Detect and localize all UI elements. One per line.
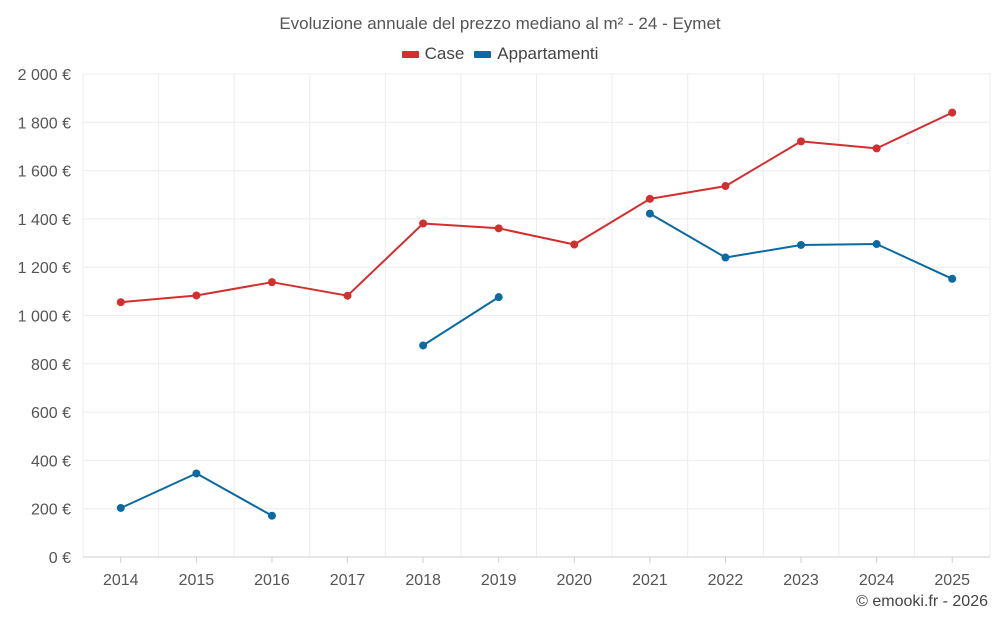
data-point-case [116,298,125,307]
x-tick-label: 2025 [934,572,970,589]
y-tick-label: 600 € [31,405,71,422]
y-tick-label: 1 600 € [18,164,71,181]
x-tick-label: 2021 [632,572,668,589]
series-line-case [120,111,953,304]
data-point-appartamenti [494,293,503,302]
y-tick-label: 400 € [31,453,71,470]
credit-text: © emooki.fr - 2026 [856,593,988,610]
chart-legend: Case Appartamenti [0,44,1000,64]
x-tick-label: 2014 [103,572,139,589]
x-tick-label: 2024 [859,572,895,589]
y-tick-label: 1 200 € [18,260,71,277]
y-tick-label: 2 000 € [18,67,71,84]
x-tick-label: 2017 [330,572,366,589]
data-point-appartamenti [419,341,428,350]
data-point-case [797,137,806,146]
legend-swatch-case [401,50,419,58]
x-tick-label: 2015 [179,572,215,589]
y-tick-label: 1 000 € [18,309,71,326]
legend-swatch-appartamenti [474,50,492,58]
y-tick-label: 800 € [31,357,71,374]
data-point-appartamenti [948,274,957,283]
legend-label-case: Case [424,44,465,63]
y-tick-label: 200 € [31,502,71,519]
y-tick-label: 1 400 € [18,212,71,229]
data-point-appartamenti [192,469,201,478]
data-point-case [570,240,579,249]
data-point-case [721,182,730,191]
x-tick-label: 2022 [708,572,744,589]
y-tick-label: 1 800 € [18,115,71,132]
y-tick-label: 0 € [49,550,71,567]
series-line-appartamenti [120,472,273,517]
x-tick-label: 2016 [254,572,290,589]
data-point-case [872,144,881,153]
x-tick-label: 2019 [481,572,517,589]
series-line-appartamenti [422,296,500,347]
data-point-case [494,224,503,233]
x-tick-label: 2018 [405,572,441,589]
data-point-appartamenti [721,253,730,262]
x-tick-label: 2023 [783,572,819,589]
data-point-appartamenti [267,511,276,520]
data-point-appartamenti [797,240,806,249]
data-point-appartamenti [116,503,125,512]
data-point-case [192,291,201,300]
data-point-case [343,291,352,300]
x-tick-label: 2020 [556,572,592,589]
data-point-case [948,108,957,117]
chart-title: Evoluzione annuale del prezzo mediano al… [279,14,721,33]
legend-item-case[interactable]: Case [401,44,465,64]
legend-item-appartamenti[interactable]: Appartamenti [474,44,598,64]
data-point-appartamenti [872,240,881,249]
legend-label-appartamenti: Appartamenti [497,44,599,63]
data-point-appartamenti [645,209,654,218]
data-point-case [267,278,276,287]
data-point-case [645,194,654,203]
data-point-case [419,219,428,228]
